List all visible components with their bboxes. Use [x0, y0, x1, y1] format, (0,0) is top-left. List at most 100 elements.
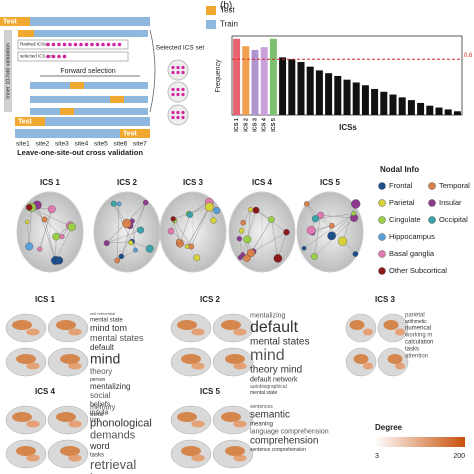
panel-label: (b) — [220, 1, 232, 12]
legend-label: Temporal — [439, 181, 470, 190]
word: sentence comprehension — [250, 447, 306, 453]
word: semantic — [250, 410, 290, 421]
node — [236, 236, 242, 242]
node — [116, 201, 122, 207]
ics-dot — [68, 42, 72, 47]
node — [210, 217, 217, 224]
bar — [407, 100, 415, 115]
edge — [306, 203, 356, 255]
module-title: ICS 5 — [200, 387, 221, 396]
caption: Leave-one-site-out cross validation — [17, 148, 143, 157]
word: default — [90, 343, 115, 352]
legend-label: Train — [220, 20, 238, 29]
node — [240, 220, 246, 226]
ics-dot — [46, 42, 50, 47]
module-title: ICS 4 — [252, 178, 273, 187]
node — [311, 253, 318, 260]
node — [143, 199, 149, 206]
site-label: site7 — [133, 141, 147, 148]
bar — [343, 79, 351, 115]
block — [70, 82, 84, 89]
word: default network — [250, 376, 298, 383]
node — [110, 200, 117, 207]
activation — [221, 412, 241, 422]
block — [30, 96, 148, 103]
activation — [191, 420, 205, 428]
site-label: site1 — [16, 141, 30, 148]
activation — [395, 362, 405, 370]
ics-dot — [101, 42, 105, 47]
activation — [68, 328, 82, 336]
edge — [242, 210, 257, 255]
activation — [363, 362, 373, 370]
node — [273, 254, 283, 263]
word: mind tom — [90, 323, 127, 333]
activation — [363, 328, 373, 336]
activation — [353, 354, 369, 364]
x-tick-label: ICS 3 — [252, 118, 258, 132]
ics-dot — [90, 42, 94, 47]
word: meaning — [250, 422, 273, 428]
bar — [315, 70, 323, 115]
legend-label: Occipital — [439, 215, 468, 224]
legend-label: Frontal — [389, 181, 413, 190]
site-label: site5 — [94, 141, 108, 148]
ics-dot — [57, 54, 61, 59]
word: beliefs — [90, 401, 111, 408]
node — [55, 256, 64, 265]
block — [60, 108, 74, 115]
set-circle — [167, 81, 189, 103]
node — [238, 228, 245, 234]
node — [175, 238, 182, 245]
colorbar-label: 3 — [375, 453, 379, 460]
word: parietal — [405, 313, 425, 319]
bar — [352, 82, 360, 115]
node — [306, 225, 316, 235]
legend-title: Nodal Info — [380, 165, 419, 174]
legend-swatch — [378, 182, 386, 190]
activation — [191, 362, 205, 370]
word: language comprehension — [250, 428, 329, 435]
node — [128, 240, 134, 246]
activation — [191, 454, 205, 462]
ics-dot — [106, 42, 111, 47]
bar — [389, 94, 397, 115]
edge — [55, 226, 73, 261]
node — [317, 211, 325, 219]
block — [120, 129, 150, 138]
activation — [225, 354, 245, 364]
legend-label: Other Subcortical — [389, 266, 447, 275]
block — [15, 117, 45, 126]
bar — [334, 75, 342, 115]
selected-box — [17, 51, 129, 62]
edge — [246, 209, 251, 259]
ics-dot — [73, 42, 78, 47]
module-title: ICS 1 — [35, 295, 56, 304]
node — [25, 242, 34, 251]
activation — [60, 354, 80, 364]
ics-dot — [84, 42, 89, 47]
ics-dot — [181, 70, 185, 75]
module-title: ICS 4 — [35, 387, 56, 396]
threshold-label: 0.6 — [464, 53, 473, 59]
node — [137, 226, 145, 234]
legend-swatch — [428, 216, 436, 224]
block — [0, 17, 30, 26]
node — [246, 249, 255, 258]
site-label: site2 — [36, 141, 50, 148]
site-label: site3 — [55, 141, 69, 148]
ics-dot — [171, 110, 175, 115]
edge — [26, 221, 30, 247]
bar — [380, 91, 388, 115]
word: theory mind — [250, 365, 302, 376]
block — [110, 96, 124, 103]
node — [184, 244, 190, 249]
ics-dot — [51, 54, 56, 59]
label: Selected ICS set — [156, 45, 205, 52]
activation — [233, 420, 247, 428]
bar — [398, 97, 406, 115]
ics-dot — [176, 110, 180, 115]
edge — [174, 220, 192, 247]
module-title: ICS 3 — [183, 178, 204, 187]
module-title: ICS 2 — [200, 295, 221, 304]
